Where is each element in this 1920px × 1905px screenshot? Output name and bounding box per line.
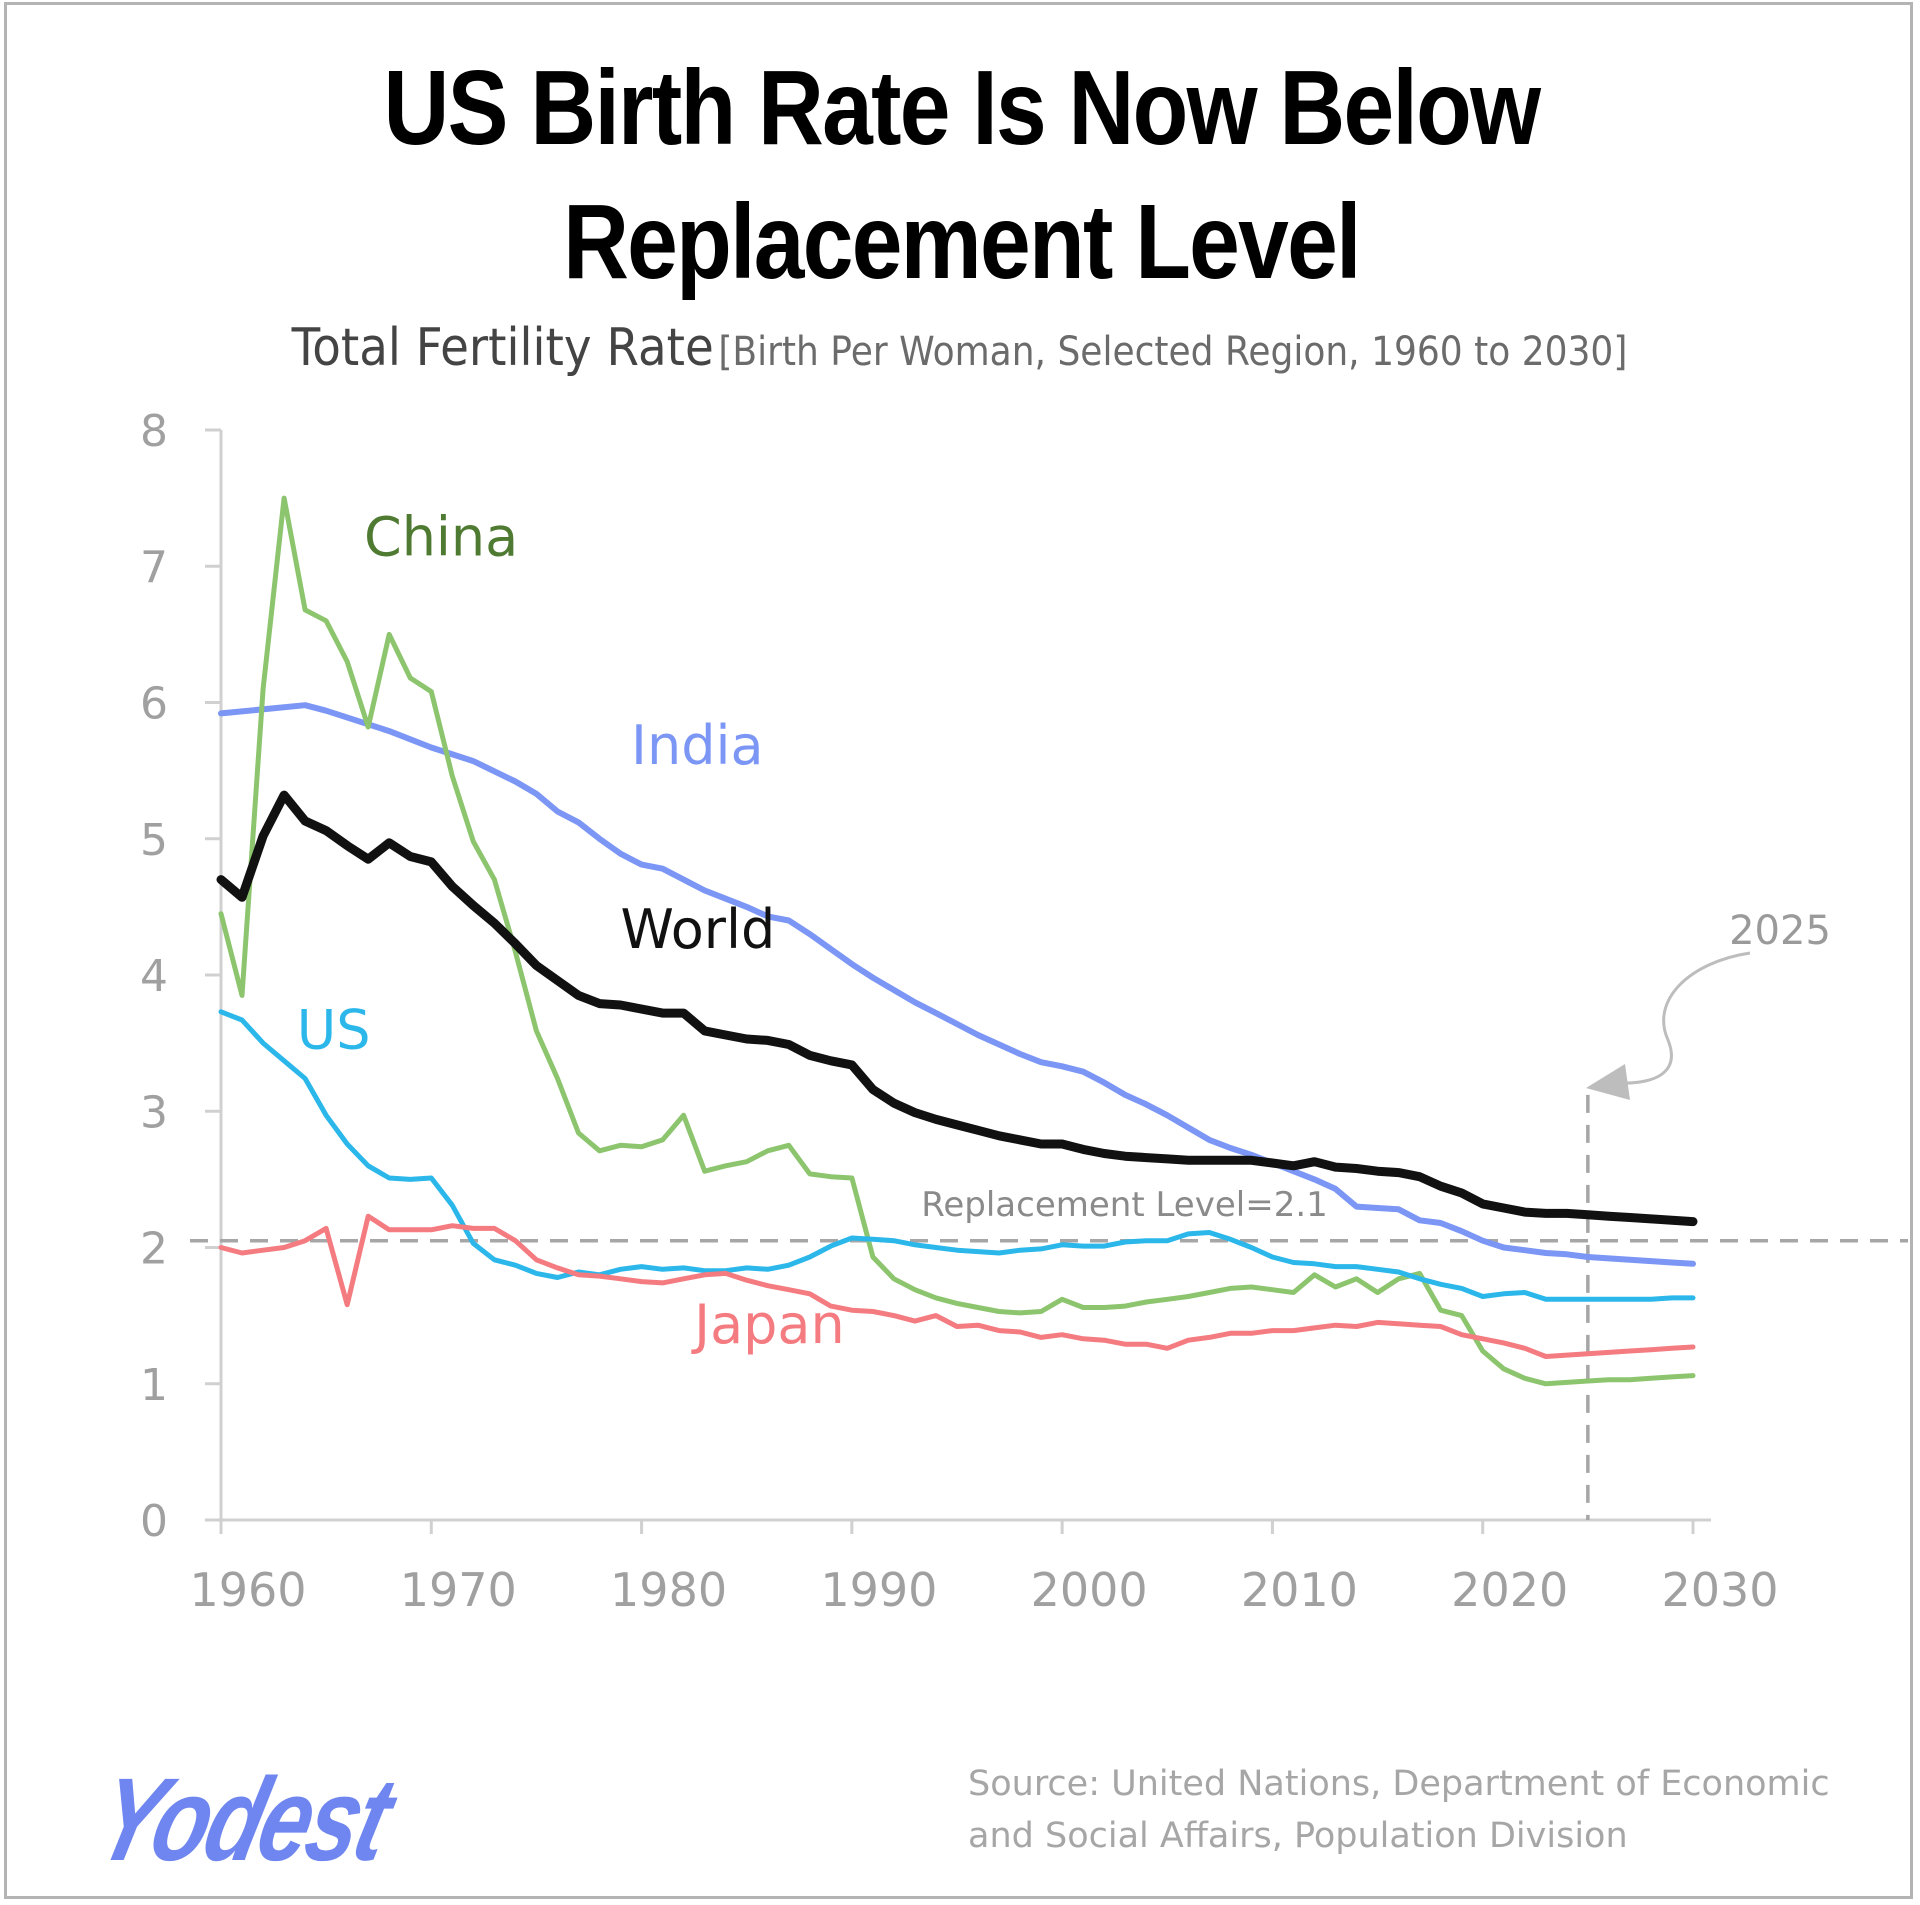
source-line-2: and Social Affairs, Population Division <box>968 1816 1628 1856</box>
y-tick-label: 0 <box>140 1496 168 1547</box>
y-tick-label: 7 <box>140 542 168 593</box>
x-tick-label: 2000 <box>1031 1563 1148 1617</box>
x-tick-label: 1980 <box>610 1563 727 1617</box>
series-line-japan <box>218 1213 1696 1359</box>
x-tick-label: 2010 <box>1241 1563 1358 1617</box>
replacement-level-label: Replacement Level=2.1 <box>921 1185 1328 1225</box>
series-label-us: US <box>297 999 371 1062</box>
series-line-us <box>218 1009 1696 1302</box>
source-note: Source: United Nations, Department of Ec… <box>968 1758 1868 1862</box>
subtitle-detail: [Birth Per Woman, Selected Region, 1960 … <box>718 329 1628 375</box>
y-tick-label: 5 <box>140 815 168 866</box>
x-tick-label: 1990 <box>820 1563 937 1617</box>
x-tick-label: 2030 <box>1661 1563 1778 1617</box>
y-tick-label: 1 <box>140 1360 168 1411</box>
x-tick-label: 1970 <box>400 1563 517 1617</box>
y-tick-label: 4 <box>140 951 168 1002</box>
x-tick-label: 1960 <box>189 1563 306 1617</box>
marker-2025-arrow <box>1613 951 1751 1085</box>
chart-title-line-2: Replacement Level <box>563 183 1361 301</box>
subtitle-main: Total Fertility Rate <box>291 318 714 378</box>
series-line-india <box>218 702 1696 1267</box>
series-label-india: India <box>631 714 764 777</box>
series-label-japan: Japan <box>691 1293 845 1356</box>
y-tick-label: 6 <box>140 679 168 730</box>
marker-2025-label: 2025 <box>1729 908 1831 954</box>
brand-logo: Yodest <box>84 1754 403 1886</box>
chart-title-line-1: US Birth Rate Is Now Below <box>383 49 1541 167</box>
line-chart: 0 1 2 3 4 5 6 7 8 1960 1970 1980 1990 2000 2010 2020 203… <box>140 406 1908 1617</box>
series-label-china: China <box>364 505 518 568</box>
y-tick-label: 2 <box>140 1224 168 1275</box>
source-line-1: Source: United Nations, Department of Ec… <box>968 1764 1830 1804</box>
marker-2025-arrowhead <box>1586 1064 1630 1100</box>
chart-subtitle: Total Fertility Rate [Birth Per Woman, S… <box>96 318 1824 378</box>
x-tick-label: 2020 <box>1451 1563 1568 1617</box>
series-line-china <box>218 495 1696 1387</box>
series-label-world: World <box>621 898 776 961</box>
y-tick-label: 8 <box>140 406 168 457</box>
series-line-world <box>216 790 1698 1227</box>
y-tick-label: 3 <box>140 1087 168 1138</box>
chart-frame <box>4 2 1913 1899</box>
